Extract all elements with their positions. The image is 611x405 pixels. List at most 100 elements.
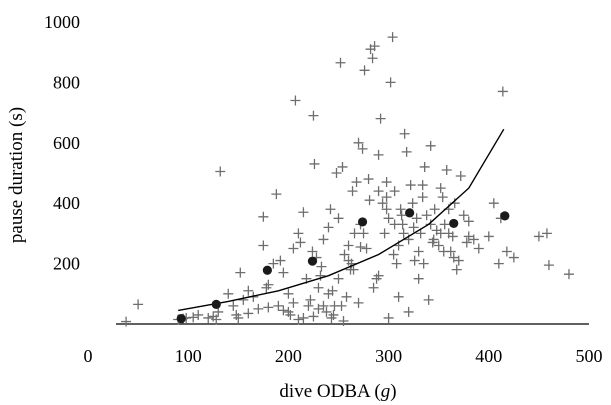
scatter-point [563, 269, 574, 280]
scatter-point [541, 228, 552, 239]
scatter-point [343, 240, 354, 251]
scatter-point [461, 237, 472, 248]
scatter-point [336, 300, 347, 311]
scatter-point [367, 53, 378, 64]
mean-point [449, 218, 459, 229]
scatter-point [391, 258, 402, 269]
y-tick-labels: 200 400 600 800 1000 [44, 12, 80, 274]
scatter-point [348, 264, 359, 275]
scatter-point [298, 207, 309, 218]
scatter-point [335, 57, 346, 68]
scatter-point [323, 222, 334, 233]
x-tick-label: 500 [576, 346, 603, 366]
mean-point [176, 313, 186, 324]
scatter-point [326, 312, 337, 323]
scatter-point [388, 249, 399, 260]
scatter-point [435, 228, 446, 239]
scatter-point [453, 255, 464, 266]
scatter-point [223, 288, 234, 299]
scatter-point [273, 300, 284, 311]
scatter-point [433, 240, 444, 251]
mean-point [262, 265, 272, 275]
x-axis-label: dive ODBA (g) [279, 381, 396, 402]
scatter-point [333, 273, 344, 284]
scatter-point [497, 86, 508, 97]
scatter-point [295, 237, 306, 248]
scatter-point [318, 300, 329, 311]
scatter-point [448, 252, 459, 263]
scatter-point [401, 146, 412, 157]
scatter-point [323, 288, 334, 299]
scatter-point [419, 161, 430, 172]
scatter-point [293, 314, 304, 325]
scatter-point [473, 243, 484, 254]
scatter-point [313, 303, 324, 314]
scatter-point [417, 180, 428, 191]
scatter-point [408, 222, 419, 233]
scatter-point [288, 297, 299, 308]
scatter-point [458, 210, 469, 221]
scatter-point [425, 219, 436, 230]
scatter-point [347, 186, 358, 197]
scatter-point [243, 308, 254, 319]
scatter-point [193, 309, 204, 320]
scatter-point [278, 305, 289, 316]
y-tick-label: 200 [53, 254, 80, 274]
scatter-point [413, 273, 424, 284]
scatter-point [258, 211, 269, 222]
scatter-point [233, 312, 244, 323]
scatter-point [501, 246, 512, 257]
scatter-point [381, 192, 392, 203]
scatter-point [283, 306, 294, 317]
scatter-point [235, 267, 246, 278]
scatter-point [355, 241, 366, 252]
scatter-point [338, 315, 349, 326]
scatter-point [421, 210, 432, 221]
scatter-point [373, 149, 384, 160]
scatter-point [358, 228, 369, 239]
scatter-point [405, 180, 416, 191]
x-tick-label: 300 [375, 346, 402, 366]
scatter-point [346, 258, 357, 269]
scatter-point [439, 219, 450, 230]
scatter-point [373, 186, 384, 197]
scatter-point [368, 282, 379, 293]
scatter-point [293, 228, 304, 239]
scatter-point [373, 270, 384, 281]
scatter-point [308, 311, 319, 322]
scatter-point [290, 95, 301, 106]
scatter-point [418, 258, 429, 269]
scatter-point [379, 228, 390, 239]
scatter-points [121, 32, 574, 327]
scatter-point [341, 291, 352, 302]
mean-point [357, 217, 368, 227]
scatter-point [238, 294, 249, 305]
scatter-point [396, 210, 407, 221]
scatter-point [451, 264, 462, 275]
scatter-point [288, 243, 299, 254]
scatter-point [381, 204, 392, 215]
scatter-point [313, 282, 324, 293]
x-tick-label: 400 [475, 346, 502, 366]
scatter-point [463, 216, 474, 227]
scatter-point [411, 213, 422, 224]
mean-points [176, 208, 510, 324]
scatter-point [441, 164, 452, 175]
scatter-point [243, 285, 254, 296]
scatter-point [429, 204, 440, 215]
scatter-point [307, 246, 318, 257]
scatter-point [321, 306, 332, 317]
x-tick-label: 100 [175, 346, 202, 366]
scatter-point [463, 231, 474, 242]
scatter-point [437, 192, 448, 203]
scatter-point [389, 186, 400, 197]
scatter-point [364, 195, 375, 206]
mean-point [307, 256, 318, 266]
scatter-point [468, 234, 479, 245]
scatter-point [263, 302, 274, 313]
scatter-point [188, 312, 199, 323]
scatter-point [385, 77, 396, 88]
scatter-point [253, 303, 264, 314]
x-tick-label: 200 [275, 346, 302, 366]
scatter-point [315, 270, 326, 281]
